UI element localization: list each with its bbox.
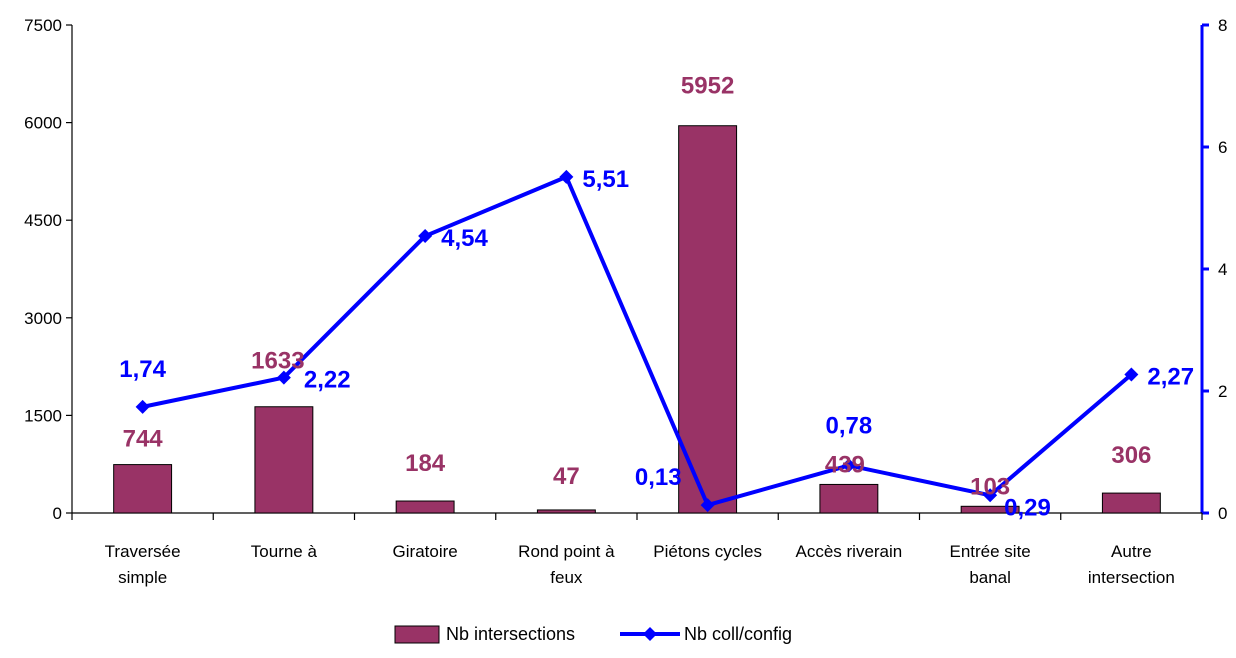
line-point-marker [559, 169, 574, 184]
bar [960, 505, 1020, 514]
x-tick-label: Tourne à [251, 542, 318, 561]
legend-bar-swatch [394, 625, 440, 644]
legend-line-label: Nb coll/config [684, 624, 792, 644]
line-data-label: 0,29 [1004, 494, 1051, 521]
y-left-tick-label: 0 [53, 504, 62, 523]
line-point-marker [135, 399, 150, 414]
y-left-tick-label: 3000 [24, 309, 62, 328]
line-data-label: 0,78 [826, 412, 873, 439]
x-tick-label: Autre [1111, 542, 1152, 561]
y-right-tick-label: 8 [1218, 16, 1227, 35]
bar [254, 406, 314, 514]
x-tick-label: Rond point à [518, 542, 615, 561]
x-tick-label: Entrée site [949, 542, 1030, 561]
y-left-tick-label: 4500 [24, 211, 62, 230]
line-series-path [142, 174, 1133, 508]
line-point-marker [418, 229, 433, 244]
bar [113, 464, 173, 514]
bar-data-label: 1633 [251, 348, 304, 375]
y-right-tick-label: 0 [1218, 504, 1227, 523]
line-data-label: 5,51 [582, 166, 629, 193]
line-point-marker [276, 370, 291, 385]
x-tick-label: feux [550, 568, 583, 587]
bar-data-label: 439 [825, 451, 865, 478]
line-point-marker [983, 488, 998, 503]
bar-data-label: 5952 [681, 73, 734, 100]
y-left-tick-label: 6000 [24, 114, 62, 133]
line-point-marker [700, 498, 715, 513]
y-right-tick-label: 6 [1218, 138, 1227, 157]
bar-data-label: 47 [553, 463, 580, 490]
x-tick-label: Piétons cycles [653, 542, 762, 561]
bar-data-label: 744 [123, 426, 164, 453]
x-tick-label: banal [969, 568, 1011, 587]
line-data-label: 2,22 [304, 367, 351, 394]
bar [536, 509, 596, 514]
line-data-label: 1,74 [119, 356, 166, 383]
bar-data-label: 103 [970, 473, 1010, 500]
y-left-tick-label: 7500 [24, 16, 62, 35]
y-left-tick-label: 1500 [24, 406, 62, 425]
line-point-marker [1124, 367, 1139, 382]
x-tick-label: intersection [1088, 568, 1175, 587]
bar-data-label: 306 [1111, 442, 1151, 469]
bar [678, 125, 738, 514]
x-tick-label: simple [118, 568, 167, 587]
bar-data-label: 184 [405, 450, 446, 477]
legend-line-marker [643, 627, 657, 641]
bar [395, 500, 455, 514]
legend-bar-label: Nb intersections [446, 624, 575, 644]
bar [819, 483, 879, 514]
x-tick-label: Accès riverain [795, 542, 902, 561]
line-data-label: 0,13 [635, 464, 682, 491]
y-right-tick-label: 4 [1218, 260, 1227, 279]
line-point-marker [841, 458, 856, 473]
bar [1101, 492, 1161, 514]
x-tick-label: Traversée [105, 542, 181, 561]
line-data-label: 4,54 [441, 225, 488, 252]
y-right-tick-label: 2 [1218, 382, 1227, 401]
x-tick-label: Giratoire [393, 542, 458, 561]
line-data-label: 2,27 [1147, 364, 1194, 391]
